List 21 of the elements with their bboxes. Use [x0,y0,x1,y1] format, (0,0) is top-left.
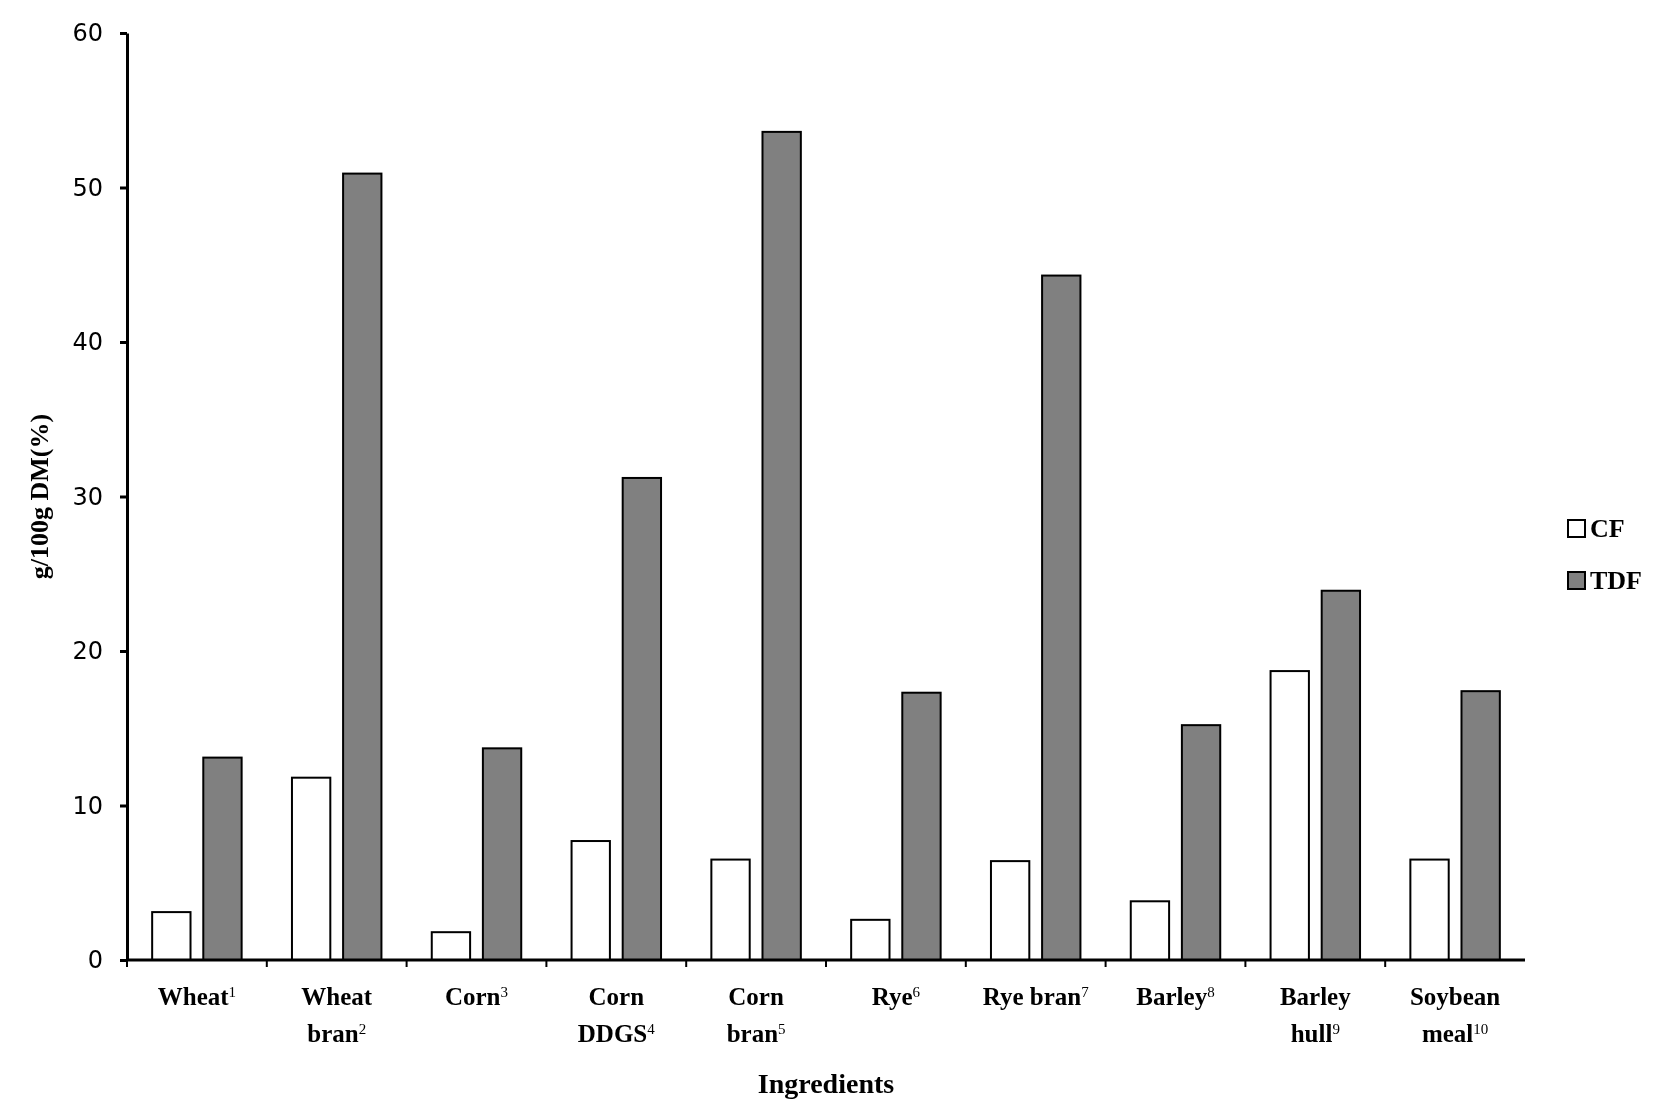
x-tick-label: Corn bran$^{5}$ [726,983,786,1047]
x-axis-title: Ingredients [757,1068,895,1099]
x-tick-label: Wheat bran$^{2}$ [301,983,373,1047]
y-tick-label: 0 [87,946,103,975]
x-tick-label: Soybean meal$^{10}$ [1409,983,1501,1047]
y-axis-title: g/100g DM(%) [25,413,54,580]
y-tick-label: 40 [72,328,103,357]
y-tick-label: 60 [72,19,103,48]
x-tick-label: Barley hull$^{9}$ [1279,983,1352,1047]
y-tick-label: 10 [72,791,103,820]
x-tick-label: Rye bran$^{7}$ [982,983,1090,1010]
x-tick-label: Rye$^{6}$ [871,983,921,1010]
x-tick-label: Wheat$^{1}$ [157,983,237,1010]
legend-label: TDF [1590,566,1642,595]
x-tick-label: Corn$^{3}$ [444,983,509,1010]
y-tick-label: 50 [72,173,103,202]
y-tick-label: 20 [72,637,103,666]
y-tick-label: 30 [72,482,103,511]
x-tick-label: Barley$^{8}$ [1136,983,1215,1010]
x-tick-label: Corn DDGS$^{4}$ [577,983,656,1047]
legend-label: CF [1590,514,1625,543]
